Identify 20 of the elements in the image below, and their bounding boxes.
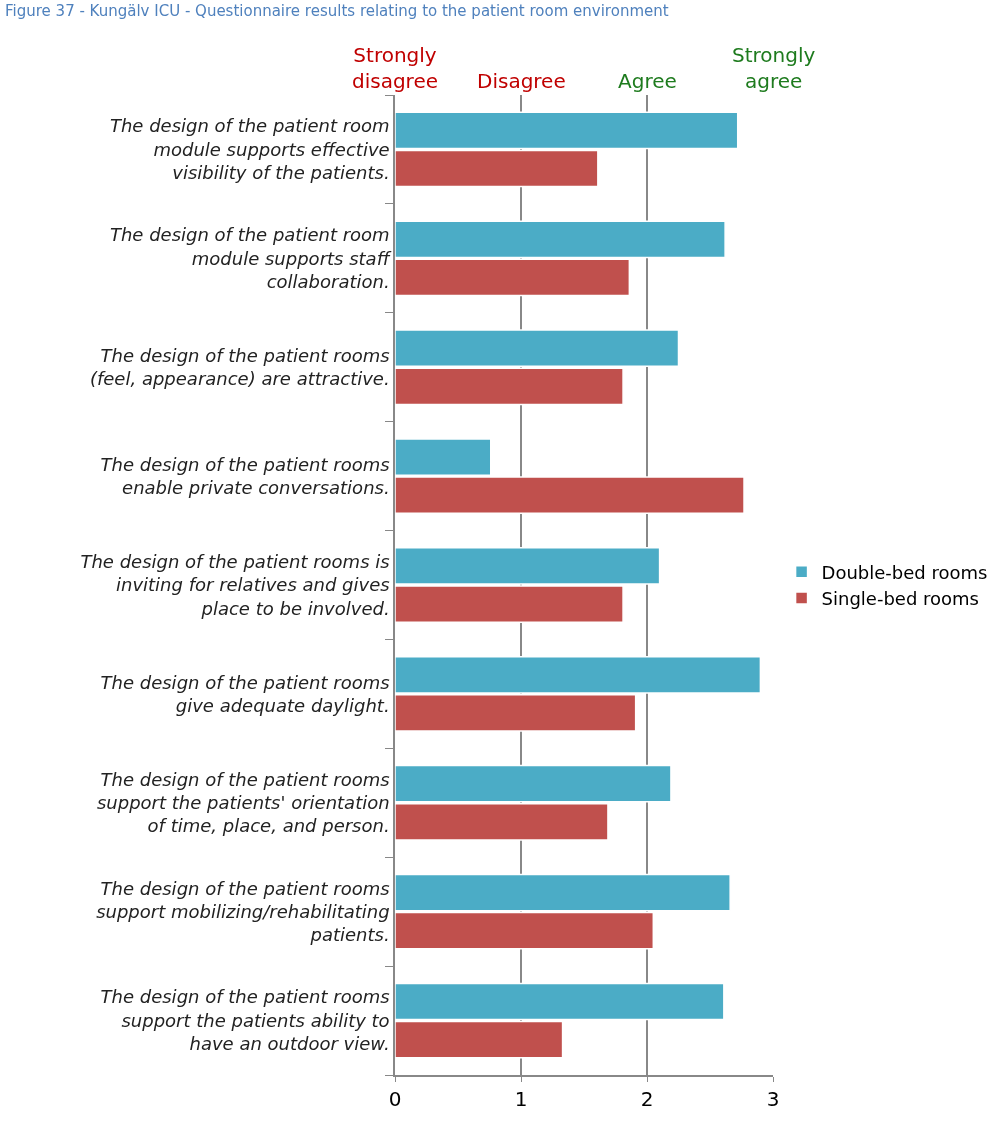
y-tick-label: The design of the patient rooms (feel, appearance) are attractive. (89, 344, 390, 390)
chart-title: Figure 37 - Kungälv ICU - Questionnaire results relating to the patient room environment (5, 2, 669, 21)
text: Strongly disagree (352, 43, 439, 93)
y-tick-label: The design of the patient rooms support mobilizing/rehabilitating patients. (96, 877, 390, 946)
y-tick-label: The design of the patient rooms give adequate daylight. (100, 671, 390, 716)
legend-label: Double-bed rooms (821, 561, 988, 583)
legend-label: Single-bed rooms (821, 588, 979, 610)
y-tick-label: The design of the patient rooms enable private conversations. (100, 453, 390, 499)
x-tick-label: 0 (388, 1086, 402, 1111)
text: Strongly agree (732, 43, 816, 93)
text: Agree (618, 69, 677, 93)
y-tick-label: The design of the patient room module supports staff collaboration. (109, 224, 392, 293)
y-tick-label: The design of the patient rooms is inviting for relatives and gives place to be involved. (80, 550, 390, 619)
text: Disagree (477, 69, 566, 93)
x-tick-label: 3 (766, 1086, 780, 1111)
x-tick-label: 2 (640, 1086, 654, 1111)
y-tick-label: The design of the patient rooms support the patients' orientation of time, place, and person. (96, 768, 390, 837)
y-tick-label: The design of the patient room module supports effective visibility of the patients. (109, 115, 390, 184)
y-tick-label: The design of the patient rooms support the patients ability to have an outdoor view. (100, 986, 390, 1055)
x-tick-label: 1 (514, 1086, 528, 1111)
